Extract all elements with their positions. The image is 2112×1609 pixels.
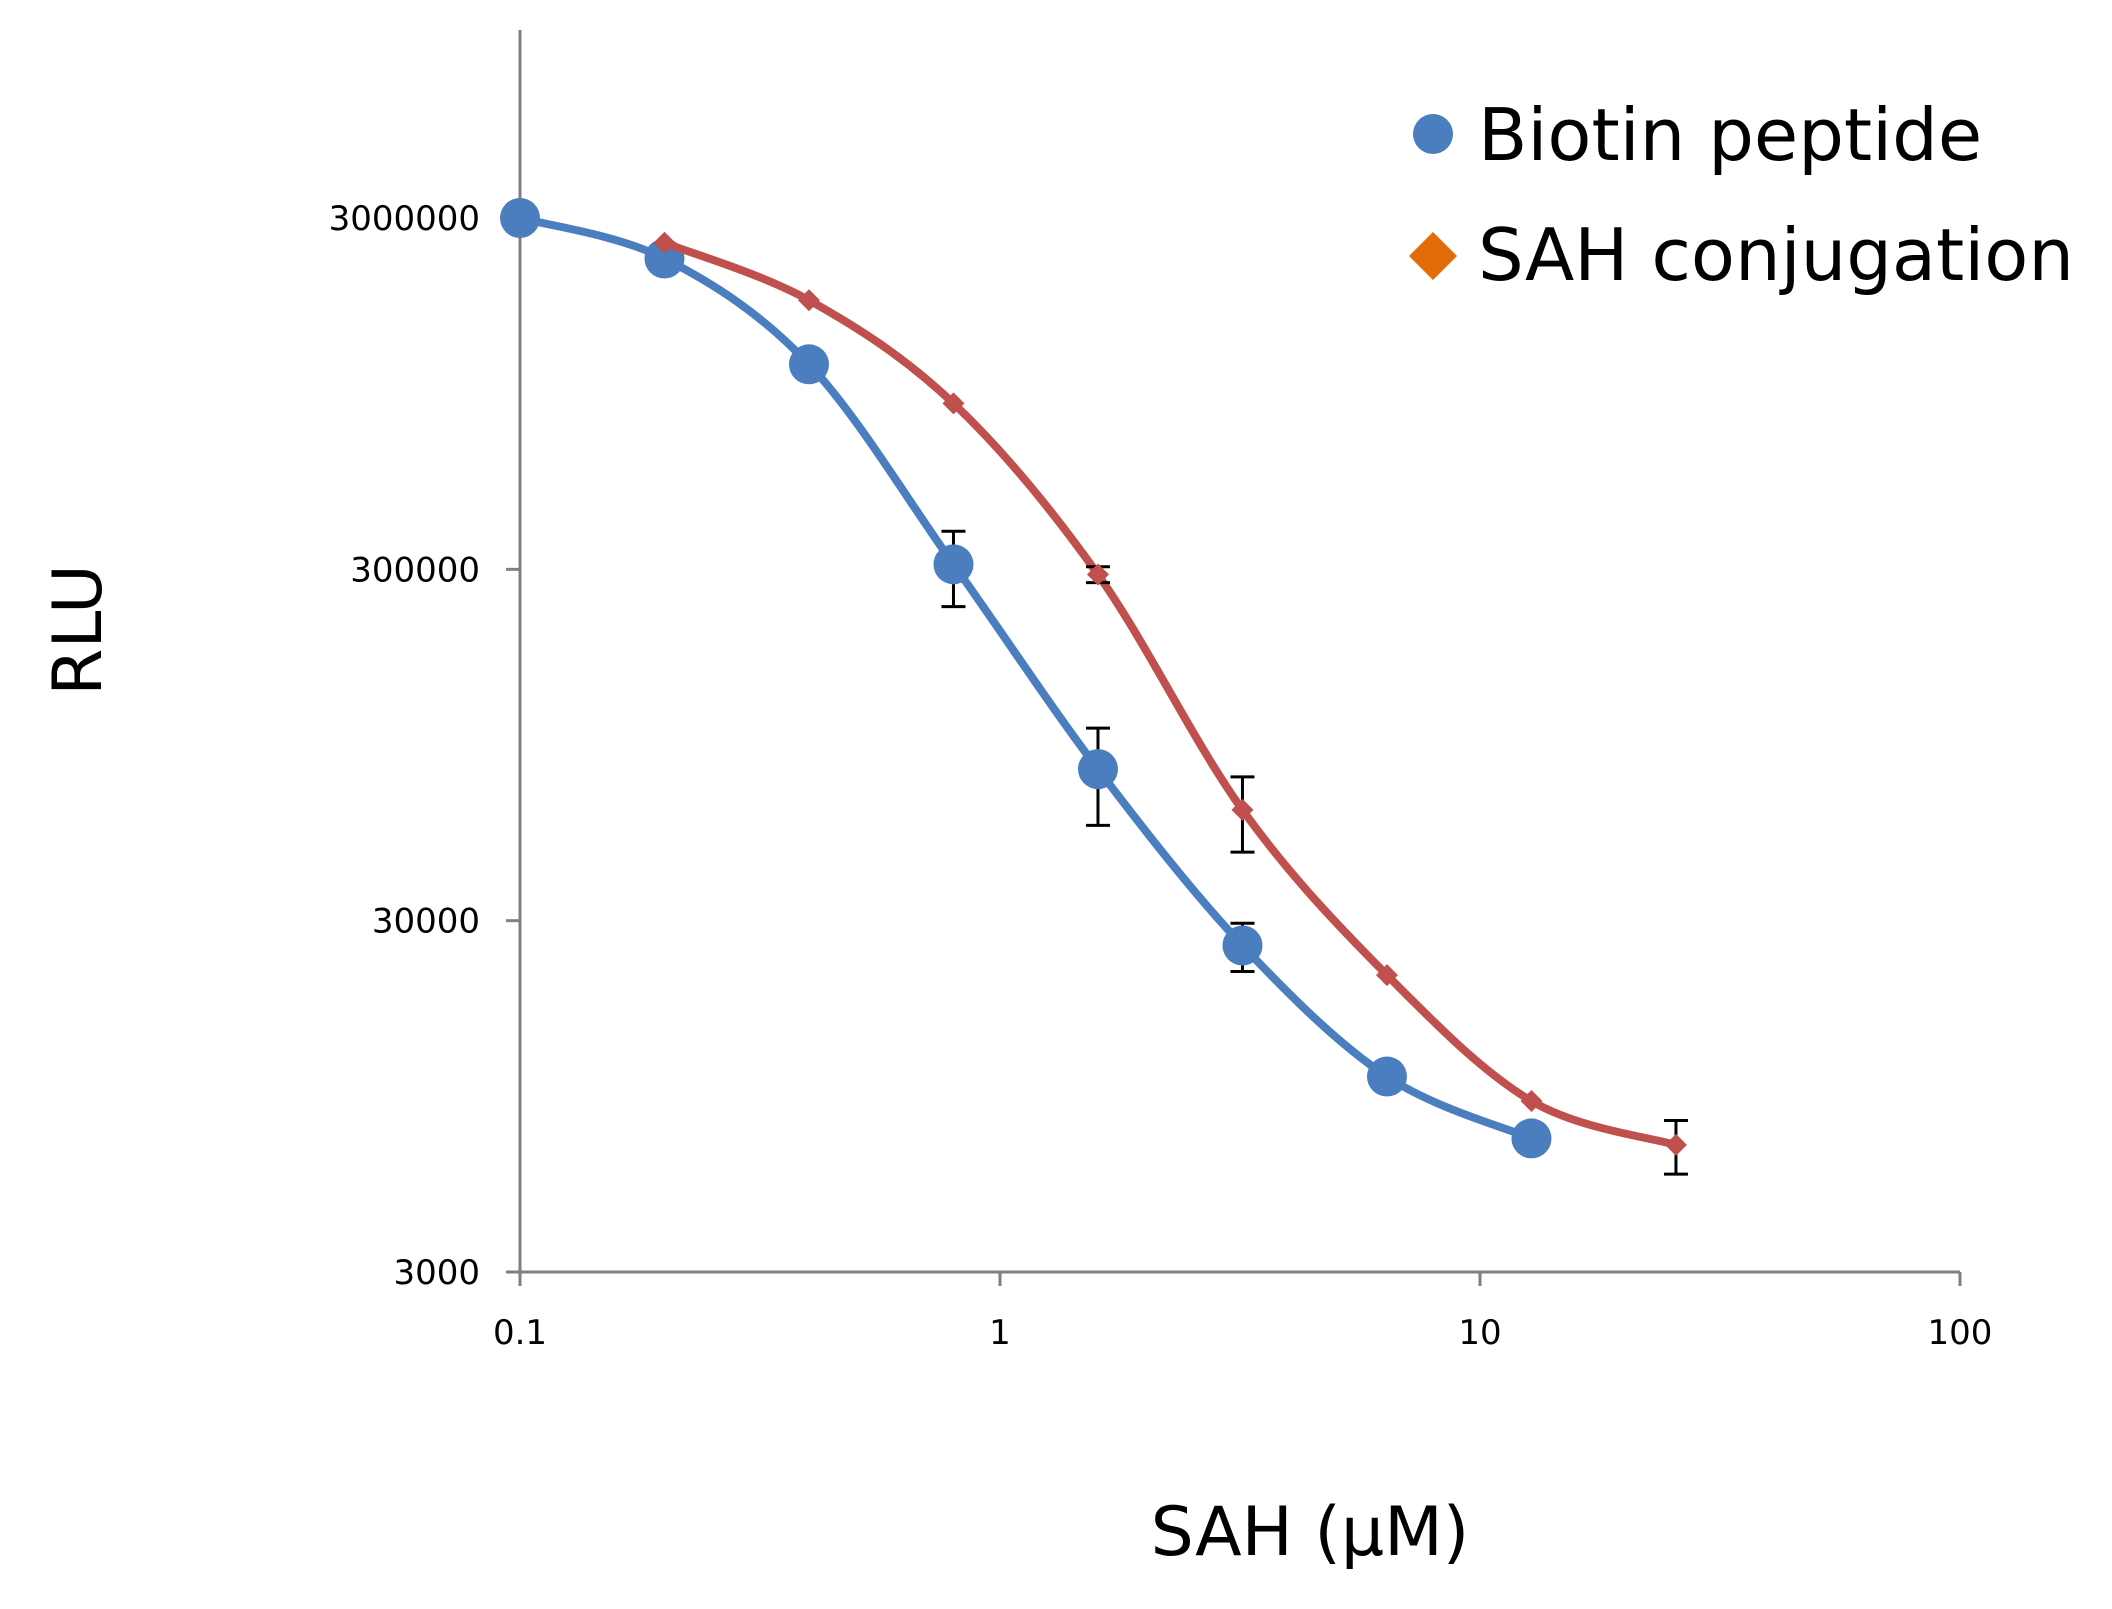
data-point <box>500 198 540 238</box>
legend-label-sah-conjugation: SAH conjugation <box>1478 213 2074 297</box>
data-point <box>933 544 974 585</box>
data-point <box>1231 798 1254 821</box>
x-tick-label: 0.1 <box>493 1313 547 1353</box>
legend-label-biotin-peptide: Biotin peptide <box>1478 93 1982 177</box>
data-point <box>1520 1090 1543 1113</box>
y-tick-label: 3000000 <box>329 199 480 239</box>
series-layer <box>500 198 1688 1176</box>
data-point <box>1086 563 1109 586</box>
data-point <box>788 344 829 385</box>
y-axis-title: RLU <box>39 564 118 696</box>
x-tick-label: 1 <box>989 1313 1011 1353</box>
x-tick-label: 10 <box>1458 1313 1501 1353</box>
y-tick-label: 30000 <box>372 902 480 942</box>
y-tick-label: 3000 <box>393 1253 480 1293</box>
data-point <box>1375 964 1398 987</box>
data-point <box>1511 1118 1552 1159</box>
series-biotin-peptide <box>500 198 1552 1159</box>
data-point <box>942 392 965 415</box>
legend: Biotin peptide SAH conjugation <box>1409 93 2074 297</box>
data-point <box>653 231 676 254</box>
x-axis-title: SAH (μM) <box>1151 1493 1470 1572</box>
y-tick-label: 300000 <box>350 550 480 590</box>
axes: 0.1 1 10 100 3000 30000 300000 3000000 <box>329 30 1993 1353</box>
x-tick-label: 100 <box>1928 1313 1993 1353</box>
series-line-biotin-peptide <box>516 214 1536 1143</box>
legend-marker-biotin-peptide <box>1413 114 1453 154</box>
data-point <box>1222 925 1263 966</box>
data-point <box>1664 1133 1687 1156</box>
data-point <box>797 289 820 312</box>
data-point <box>1366 1056 1407 1097</box>
series-sah-conjugation <box>653 231 1688 1176</box>
series-line-sah-conjugation <box>660 238 1680 1149</box>
data-point <box>1077 749 1118 790</box>
legend-marker-sah-conjugation <box>1409 232 1457 280</box>
